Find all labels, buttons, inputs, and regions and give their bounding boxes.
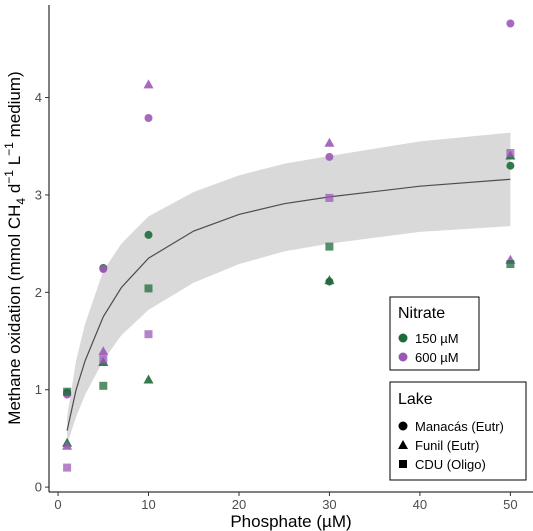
plot-area — [62, 19, 516, 472]
y-axis-title-sup1: −1 — [2, 170, 16, 184]
data-point — [98, 346, 109, 356]
y-tick-label: 0 — [35, 480, 42, 495]
y-axis-title-d: d — [5, 184, 24, 198]
data-points — [62, 19, 516, 472]
data-point — [99, 355, 108, 364]
data-point — [506, 260, 515, 269]
data-point — [143, 374, 154, 384]
x-axis-title: Phosphate (µM) — [230, 512, 351, 531]
data-point — [63, 463, 72, 472]
y-axis-ticks: 0 1 2 3 4 — [35, 90, 49, 495]
x-tick-label: 30 — [322, 497, 336, 512]
x-tick-label: 10 — [141, 497, 155, 512]
y-axis-title-suffix: medium) — [5, 71, 24, 142]
data-point — [325, 152, 334, 161]
data-point — [144, 330, 153, 339]
legend-lake-square-icon — [399, 460, 407, 468]
y-tick-label: 2 — [35, 285, 42, 300]
y-axis-title-l: L — [5, 156, 24, 170]
x-tick-label: 0 — [54, 497, 61, 512]
y-axis-title-sub: 4 — [14, 198, 28, 205]
data-point — [63, 387, 72, 396]
data-point — [143, 79, 154, 89]
data-point — [62, 440, 73, 450]
legend-lake-manacas-label: Manacás (Eutr) — [415, 419, 504, 434]
confidence-band — [67, 132, 511, 445]
y-tick-label: 3 — [35, 187, 42, 202]
y-axis-title-sup2: −1 — [2, 142, 16, 156]
legend-nitrate: Nitrate 150 µM 600 µM — [389, 296, 480, 371]
data-point — [144, 114, 153, 122]
fit-line — [66, 178, 511, 431]
legend-nitrate-title: Nitrate — [398, 305, 445, 322]
legend-nitrate-600-swatch — [398, 352, 408, 362]
legend-lake-funil-label: Funil (Eutr) — [415, 438, 479, 453]
data-point — [325, 193, 334, 202]
data-point — [325, 242, 334, 251]
legend-nitrate-150-swatch — [398, 333, 408, 343]
legend-lake-circle-icon — [398, 421, 408, 431]
data-point — [144, 284, 153, 293]
y-axis-title-prefix: Methane oxidation (mmol CH — [5, 205, 24, 425]
legend-lake-box — [389, 381, 527, 481]
legend-lake-title: Lake — [398, 391, 433, 408]
data-point — [324, 275, 335, 285]
y-axis-title: Methane oxidation (mmol CH4 d−1 L−1 medi… — [2, 71, 28, 424]
y-tick-label: 4 — [35, 90, 42, 105]
data-point — [99, 265, 108, 273]
x-tick-label: 40 — [413, 497, 427, 512]
data-point — [506, 19, 515, 28]
data-point — [506, 149, 515, 157]
data-point — [506, 161, 515, 170]
x-tick-label: 20 — [232, 497, 246, 512]
legend-nitrate-150-label: 150 µM — [415, 331, 459, 346]
y-tick-label: 1 — [35, 382, 42, 397]
x-tick-label: 50 — [503, 497, 517, 512]
legend-lake-cdu-label: CDU (Oligo) — [415, 457, 486, 472]
data-point — [324, 137, 335, 147]
legend-lake: Lake Manacás (Eutr) Funil (Eutr) CDU (Ol… — [389, 381, 527, 481]
legend-lake-triangle-icon — [398, 440, 408, 449]
data-point — [99, 381, 108, 390]
legend-nitrate-600-label: 600 µM — [415, 350, 459, 365]
x-axis-ticks: 0 10 20 30 40 50 — [54, 492, 518, 512]
data-point — [144, 230, 153, 239]
